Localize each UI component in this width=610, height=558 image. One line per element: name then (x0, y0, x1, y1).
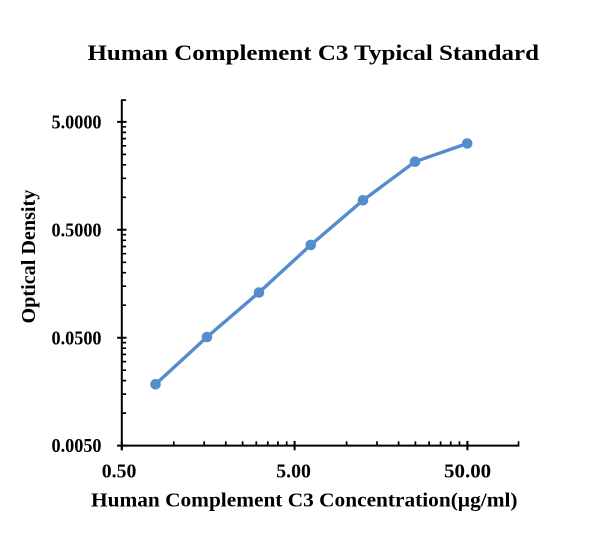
svg-text:Optical Density: Optical Density (18, 190, 40, 324)
svg-text:0.5000: 0.5000 (52, 219, 102, 241)
svg-text:0.50: 0.50 (102, 461, 137, 483)
svg-text:Human Complement C3 Concentrat: Human Complement C3 Concentration(µg/ml) (91, 490, 518, 512)
svg-text:5.00: 5.00 (276, 461, 311, 483)
svg-text:5.0000: 5.0000 (52, 112, 102, 134)
svg-text:Human Complement C3 Typical St: Human Complement C3 Typical Standard (88, 40, 540, 65)
svg-text:50.00: 50.00 (444, 461, 491, 483)
svg-text:0.0050: 0.0050 (52, 435, 102, 457)
svg-text:0.0500: 0.0500 (52, 327, 102, 349)
